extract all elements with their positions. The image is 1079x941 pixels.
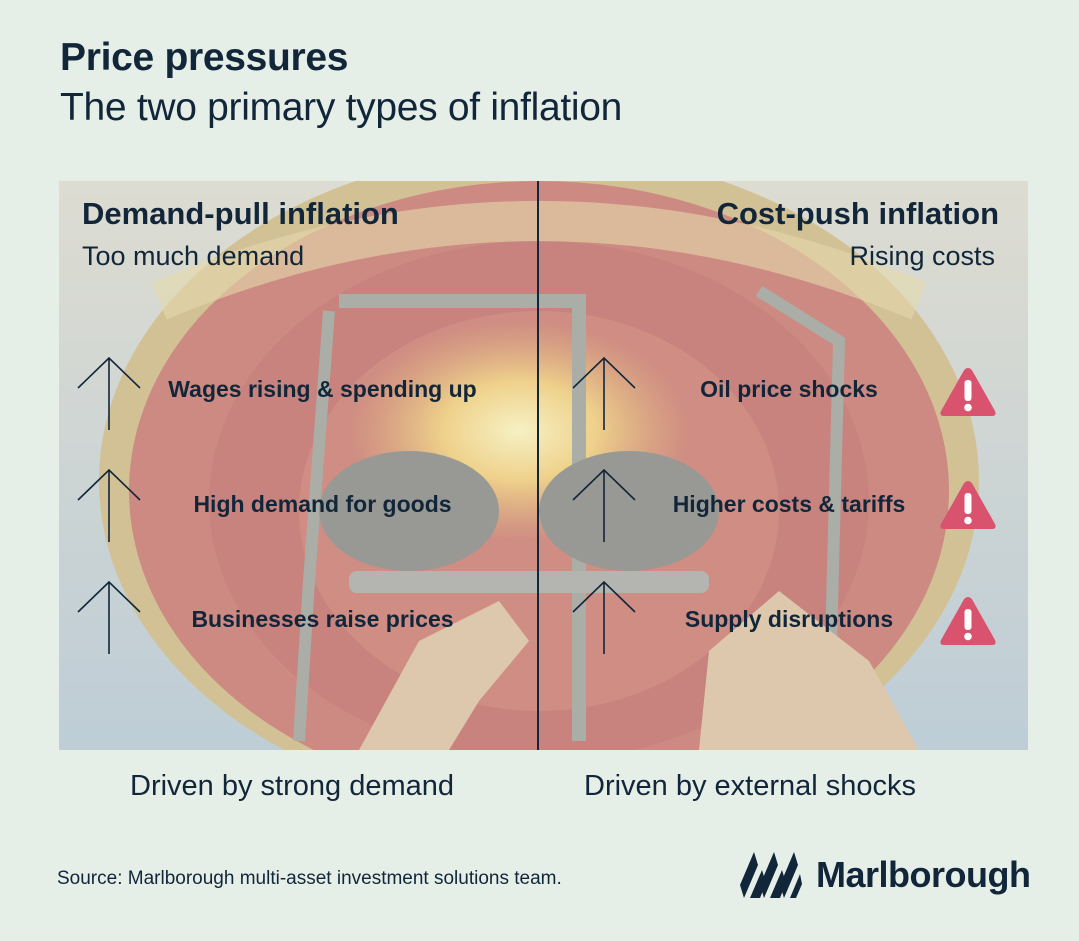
column-divider [537, 181, 539, 750]
cost-push-subtitle: Rising costs [849, 241, 995, 271]
brand-name: Marlborough [816, 854, 1031, 895]
cost-item-3: Supply disruptions [684, 606, 894, 632]
demand-pull-footer: Driven by strong demand [130, 770, 454, 802]
demand-item-1: Wages rising & spending up [168, 376, 477, 402]
up-arrow-icon [77, 580, 141, 654]
demand-item-3: Businesses raise prices [191, 606, 454, 632]
cost-push-footer: Driven by external shocks [584, 770, 917, 802]
warning-icon [940, 368, 996, 416]
marlborough-logo [740, 852, 802, 898]
page-subtitle: The two primary types of inflation [60, 86, 623, 129]
cost-push-title: Cost-push inflation [716, 196, 999, 231]
page-title: Price pressures [60, 36, 349, 79]
up-arrow-icon [77, 356, 141, 430]
cost-item-1: Oil price shocks [700, 376, 878, 402]
source-note: Source: Marlborough multi-asset investme… [57, 868, 562, 889]
demand-pull-subtitle: Too much demand [82, 241, 305, 271]
up-arrow-icon [572, 356, 636, 430]
demand-pull-title: Demand-pull inflation [82, 196, 399, 231]
demand-item-2: High demand for goods [193, 491, 452, 517]
brand-logo: Marlborough [740, 852, 1031, 898]
up-arrow-icon [572, 580, 636, 654]
cost-item-2: Higher costs & tariffs [672, 491, 906, 517]
up-arrow-icon [77, 468, 141, 542]
up-arrow-icon [572, 468, 636, 542]
warning-icon [940, 481, 996, 529]
warning-icon [940, 597, 996, 645]
hot-air-balloon-photo [59, 181, 1028, 750]
